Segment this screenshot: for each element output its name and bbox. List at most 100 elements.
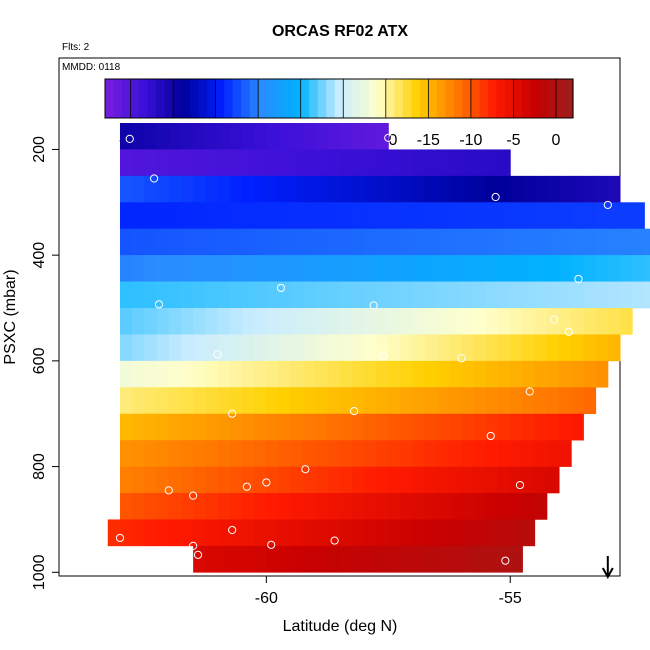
heatmap-cell	[534, 255, 548, 282]
heatmap-cell	[510, 228, 523, 256]
colorbar-segment	[173, 79, 183, 118]
heatmap-cell	[119, 519, 133, 547]
heatmap-cell	[473, 334, 487, 362]
heatmap-cell	[339, 255, 353, 282]
heatmap-cell	[437, 440, 450, 467]
heatmap-cell	[132, 440, 145, 467]
heatmap-cell	[485, 149, 499, 177]
track-point	[115, 533, 125, 543]
heatmap-cell	[266, 334, 280, 362]
heatmap-cell	[290, 413, 304, 441]
heatmap-cell	[510, 493, 523, 520]
heatmap-cell	[132, 466, 145, 494]
heatmap-cell	[607, 228, 621, 256]
heatmap-cell	[522, 360, 536, 388]
heatmap-cell	[193, 519, 206, 547]
heatmap-cell	[632, 202, 645, 230]
heatmap-cell	[339, 334, 353, 362]
heatmap-cell	[461, 413, 475, 441]
y-tick-label: 1000	[31, 554, 48, 590]
heatmap-cell	[595, 228, 609, 256]
heatmap-cell	[229, 493, 243, 520]
heatmap-cell	[363, 255, 377, 282]
heatmap-cell	[302, 519, 316, 547]
heatmap-cell	[424, 255, 438, 282]
track-point	[369, 301, 378, 310]
heatmap-cell	[290, 175, 304, 203]
heatmap-cell	[485, 175, 499, 203]
heatmap-cell	[363, 360, 377, 388]
heatmap-cell	[217, 466, 231, 494]
arrow-head	[601, 567, 614, 580]
colorbar-segment	[292, 79, 302, 118]
heatmap-cell	[315, 493, 328, 520]
heatmap-cell	[254, 493, 267, 520]
heatmap-cell	[302, 149, 316, 177]
heatmap-cell	[363, 440, 377, 467]
heatmap-cell	[473, 413, 487, 441]
heatmap-cell	[156, 308, 170, 335]
heatmap-cell	[132, 334, 145, 362]
heatmap-cell	[180, 413, 194, 441]
colorbar-segment	[453, 79, 463, 118]
colorbar-segment	[181, 79, 191, 118]
heatmap-cell	[180, 149, 194, 177]
heatmap-cell	[168, 440, 182, 467]
heatmap-cell	[119, 281, 133, 309]
heatmap-cell	[266, 202, 280, 230]
heatmap-cell	[400, 440, 414, 467]
heatmap-cell	[424, 360, 438, 388]
heatmap-cell	[388, 413, 401, 441]
heatmap-cell	[424, 281, 438, 309]
flight-track-points	[115, 133, 612, 565]
heatmap-cell	[144, 281, 158, 309]
colorbar-segment	[105, 79, 115, 118]
heatmap-cell	[254, 175, 267, 203]
heatmap-cell	[351, 308, 365, 335]
heatmap-cell	[376, 360, 389, 388]
heatmap-cell	[119, 440, 133, 467]
heatmap-cell	[144, 493, 158, 520]
heatmap-cell	[315, 545, 328, 573]
heatmap-cell	[400, 360, 414, 388]
heatmap-cell	[132, 281, 145, 309]
heatmap-cell	[607, 281, 621, 309]
colorbar-segment	[215, 79, 225, 118]
heatmap-cell	[241, 466, 255, 494]
heatmap-cell	[156, 360, 170, 388]
heatmap-cell	[437, 281, 450, 309]
heatmap-cell	[461, 493, 475, 520]
heatmap-cell	[449, 440, 462, 467]
heatmap-cell	[644, 228, 650, 256]
heatmap-cell	[461, 387, 475, 415]
heatmap-cell	[473, 281, 487, 309]
heatmap-cell	[327, 149, 340, 177]
colorbar-segment	[462, 79, 472, 118]
heatmap-cell	[546, 202, 560, 230]
y-tick-label: 200	[31, 136, 48, 163]
heatmap-cell	[241, 123, 255, 150]
heatmap-cell	[388, 202, 401, 230]
heatmap-cell	[278, 175, 292, 203]
heatmap-cell	[168, 360, 182, 388]
heatmap-cell	[376, 466, 389, 494]
heatmap-cell	[217, 493, 231, 520]
heatmap-cell	[327, 545, 340, 573]
heatmap-cell	[437, 202, 450, 230]
colorbar-segment	[411, 79, 421, 118]
heatmap-cell	[180, 493, 194, 520]
heatmap-cell	[424, 519, 438, 547]
heatmap-cell	[595, 334, 609, 362]
heatmap-cell	[620, 281, 633, 309]
heatmap-cell	[400, 334, 414, 362]
track-point	[501, 556, 510, 565]
heatmap-cell	[351, 202, 365, 230]
heatmap-cell	[498, 545, 511, 573]
heatmap-cell	[412, 387, 426, 415]
heatmap-cell	[254, 545, 267, 573]
heatmap-cell	[119, 228, 133, 256]
track-point	[154, 300, 164, 309]
heatmap-cell	[315, 440, 328, 467]
heatmap-cell	[424, 334, 438, 362]
